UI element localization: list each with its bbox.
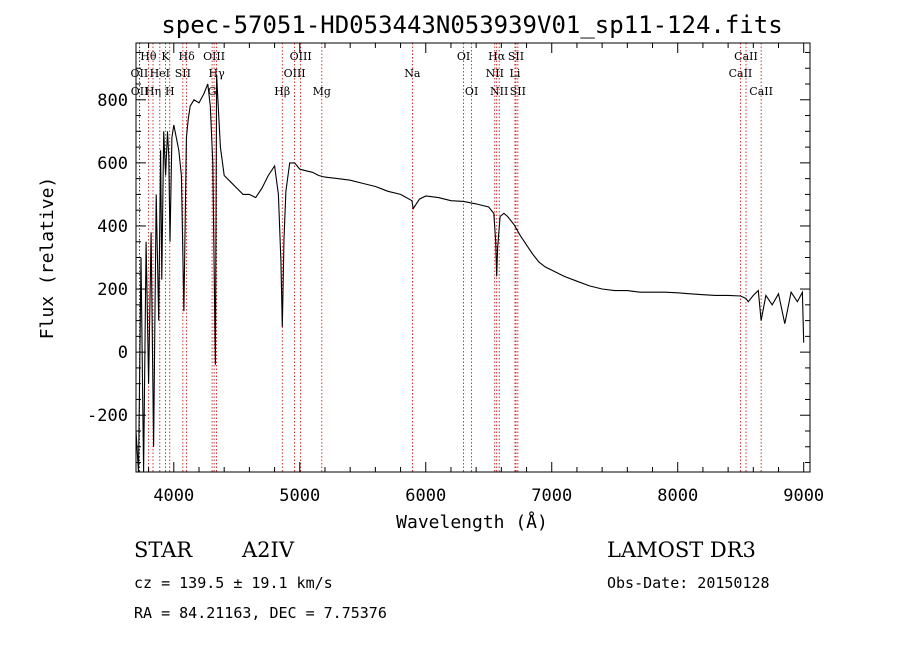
line-label-26: CaII: [734, 50, 758, 63]
line-label-5: K: [161, 50, 170, 63]
spectral-subclass: A2IV: [242, 538, 294, 562]
coordinates: RA = 84.21163, DEC = 7.75376: [134, 604, 387, 622]
spectral-line-markers: [139, 43, 762, 472]
line-label-1: OII: [131, 85, 149, 98]
line-label-20: Hα: [488, 50, 506, 63]
x-tick-label: 4000: [153, 486, 194, 506]
y-tick-label: 0: [118, 343, 128, 363]
x-tick-label: 6000: [405, 486, 446, 506]
y-tick-label: 200: [97, 280, 128, 300]
line-label-24: SII: [510, 85, 526, 98]
y-tick-label: 600: [97, 154, 128, 174]
line-label-4: HeI: [150, 67, 170, 80]
line-label-2: Hθ: [140, 50, 157, 63]
line-label-10: OIII: [203, 50, 225, 63]
line-label-13: OIII: [284, 67, 306, 80]
line-label-11: Hγ: [209, 67, 226, 80]
line-label-8: Hδ: [179, 50, 196, 63]
chart-title: spec-57051-HD053443N053939V01_sp11-124.f…: [161, 11, 782, 39]
line-label-27: CaII: [749, 85, 773, 98]
object-class: STAR: [134, 538, 193, 562]
y-axis-label: Flux (relative): [37, 177, 58, 340]
obs-date: Obs-Date: 20150128: [607, 574, 770, 592]
spectral-line-labels: OIIOIIHθHηHeIKHSIIHδGOIIIHγHβOIIIOIIIMgN…: [131, 50, 773, 98]
line-label-17: OI: [457, 50, 470, 63]
line-label-19: NII: [486, 67, 504, 80]
line-label-25: CaII: [729, 67, 753, 80]
x-axis-label: Wavelength (Å): [396, 511, 548, 533]
line-label-15: Mg: [313, 85, 331, 98]
spectrum-line: [135, 74, 805, 473]
line-label-22: Li: [510, 67, 521, 80]
survey-name: LAMOST DR3: [607, 538, 756, 562]
x-tick-label: 5000: [279, 486, 320, 506]
line-label-14: OIII: [290, 50, 312, 63]
y-tick-label: 400: [97, 217, 128, 237]
line-label-7: SII: [175, 67, 191, 80]
redshift-cz: cz = 139.5 ± 19.1 km/s: [134, 574, 333, 592]
x-tick-label: 8000: [657, 486, 698, 506]
y-axis-ticks: -200 0 200 400 600 800: [87, 51, 810, 464]
y-tick-label: -200: [87, 406, 128, 426]
line-label-0: OII: [131, 67, 149, 80]
line-label-21: NII: [490, 85, 508, 98]
y-tick-label: 800: [97, 91, 128, 111]
line-label-18: OI: [465, 85, 478, 98]
x-axis-ticks: 4000 5000 6000 7000 8000 9000: [148, 43, 824, 506]
x-tick-label: 7000: [531, 486, 572, 506]
line-label-23: SII: [508, 50, 524, 63]
line-label-12: Hβ: [274, 85, 290, 98]
line-label-3: Hη: [145, 85, 161, 98]
plot-frame: [135, 42, 811, 473]
line-label-6: H: [165, 85, 175, 98]
x-tick-label: 9000: [783, 486, 824, 506]
line-label-16: Na: [404, 67, 421, 80]
line-label-9: G: [208, 85, 217, 98]
